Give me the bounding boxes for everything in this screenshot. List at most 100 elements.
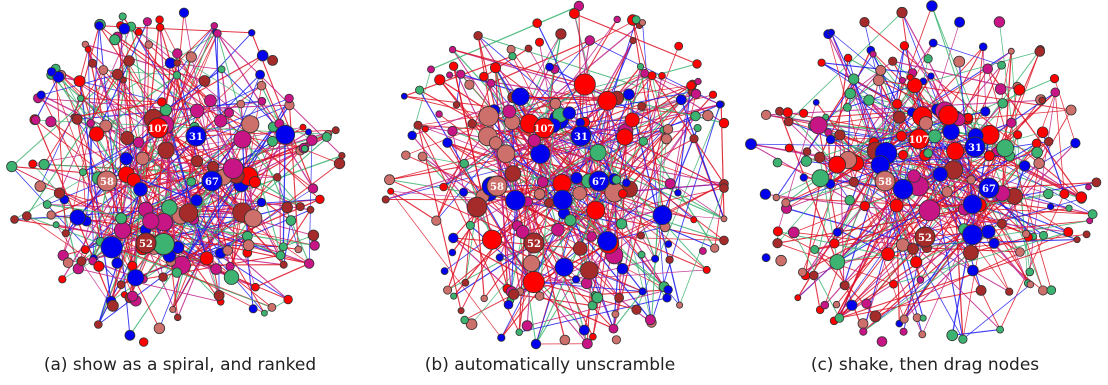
graph-node[interactable]: [222, 158, 244, 179]
graph-node[interactable]: [452, 101, 461, 109]
graph-node[interactable]: [10, 215, 19, 224]
hub-node-52[interactable]: 52: [523, 232, 545, 254]
graph-node[interactable]: [967, 264, 979, 277]
graph-node[interactable]: [616, 262, 629, 275]
graph-node[interactable]: [77, 94, 85, 102]
graph-node[interactable]: [52, 221, 60, 229]
graph-node[interactable]: [568, 8, 580, 20]
graph-node[interactable]: [638, 287, 647, 296]
graph-node[interactable]: [863, 94, 875, 106]
graph-node[interactable]: [79, 168, 88, 177]
graph-node[interactable]: [434, 74, 446, 86]
graph-node[interactable]: [118, 22, 131, 35]
graph-node[interactable]: [946, 142, 965, 161]
graph-node[interactable]: [846, 299, 858, 311]
graph-node[interactable]: [1036, 126, 1049, 139]
graph-node[interactable]: [223, 269, 240, 285]
graph-node[interactable]: [919, 314, 927, 322]
graph-node[interactable]: [994, 83, 1007, 95]
graph-node[interactable]: [1043, 188, 1054, 200]
graph-node[interactable]: [173, 313, 182, 322]
graph-node[interactable]: [772, 193, 780, 202]
graph-node[interactable]: [86, 119, 95, 128]
graph-node[interactable]: [963, 245, 979, 261]
graph-node[interactable]: [832, 227, 843, 237]
graph-node[interactable]: [522, 271, 545, 294]
graph-node[interactable]: [456, 69, 466, 79]
graph-node[interactable]: [745, 138, 757, 151]
graph-node[interactable]: [53, 187, 66, 199]
graph-node[interactable]: [38, 158, 50, 170]
graph-node[interactable]: [116, 280, 126, 290]
graph-node[interactable]: [440, 267, 449, 276]
graph-node[interactable]: [624, 112, 640, 128]
graph-node[interactable]: [534, 291, 545, 301]
graph-node[interactable]: [637, 101, 647, 111]
graph-node[interactable]: [1021, 229, 1031, 238]
graph-node[interactable]: [157, 141, 175, 159]
graph-node[interactable]: [1085, 183, 1092, 191]
graph-node[interactable]: [241, 115, 260, 134]
graph-node[interactable]: [608, 323, 619, 334]
graph-node[interactable]: [996, 218, 1007, 229]
graph-node[interactable]: [256, 197, 267, 208]
graph-node[interactable]: [889, 279, 898, 289]
graph-node[interactable]: [113, 221, 132, 239]
graph-node[interactable]: [248, 176, 261, 189]
graph-node[interactable]: [872, 74, 885, 87]
graph-node[interactable]: [278, 242, 288, 252]
graph-node[interactable]: [692, 59, 702, 69]
graph-node[interactable]: [1034, 46, 1046, 57]
graph-node[interactable]: [479, 71, 489, 82]
graph-node[interactable]: [222, 245, 233, 256]
graph-node[interactable]: [589, 332, 597, 341]
graph-node[interactable]: [978, 42, 988, 52]
graph-node[interactable]: [787, 226, 800, 239]
graph-node[interactable]: [759, 188, 771, 200]
graph-node[interactable]: [536, 176, 549, 188]
graph-node[interactable]: [906, 77, 923, 94]
graph-node[interactable]: [676, 301, 684, 309]
graph-node[interactable]: [848, 176, 860, 188]
graph-node[interactable]: [859, 17, 870, 28]
graph-node[interactable]: [58, 275, 67, 284]
graph-node[interactable]: [549, 97, 562, 110]
graph-node[interactable]: [988, 237, 1000, 249]
graph-node[interactable]: [189, 103, 205, 119]
graph-node[interactable]: [210, 263, 222, 275]
graph-node[interactable]: [115, 212, 128, 225]
graph-node[interactable]: [331, 126, 340, 135]
graph-node[interactable]: [658, 72, 666, 80]
graph-node[interactable]: [829, 254, 846, 270]
graph-node[interactable]: [638, 136, 649, 147]
graph-node[interactable]: [720, 215, 728, 223]
hub-node-58[interactable]: 58: [96, 170, 118, 192]
graph-node[interactable]: [127, 260, 138, 271]
graph-node[interactable]: [578, 324, 590, 336]
graph-node[interactable]: [772, 226, 783, 237]
graph-node[interactable]: [859, 200, 871, 212]
graph-node[interactable]: [267, 135, 278, 147]
graph-node[interactable]: [814, 151, 826, 163]
graph-node[interactable]: [251, 282, 260, 292]
graph-node[interactable]: [812, 99, 820, 106]
graph-node[interactable]: [918, 116, 933, 131]
graph-node[interactable]: [718, 117, 730, 129]
graph-node[interactable]: [338, 152, 346, 160]
graph-node[interactable]: [532, 18, 543, 29]
graph-node[interactable]: [892, 110, 906, 124]
graph-node[interactable]: [490, 62, 502, 74]
graph-node[interactable]: [120, 76, 127, 84]
graph-node[interactable]: [275, 124, 296, 145]
graph-node[interactable]: [459, 158, 469, 169]
graph-node[interactable]: [843, 103, 852, 112]
graph-node[interactable]: [448, 45, 457, 54]
graph-node[interactable]: [698, 247, 707, 255]
graph-node[interactable]: [581, 338, 593, 350]
graph-node[interactable]: [260, 309, 268, 317]
graph-node[interactable]: [443, 285, 453, 295]
graph-node[interactable]: [460, 315, 469, 325]
graph-node[interactable]: [321, 132, 332, 142]
graph-node[interactable]: [448, 248, 457, 257]
graph-node[interactable]: [665, 255, 674, 264]
